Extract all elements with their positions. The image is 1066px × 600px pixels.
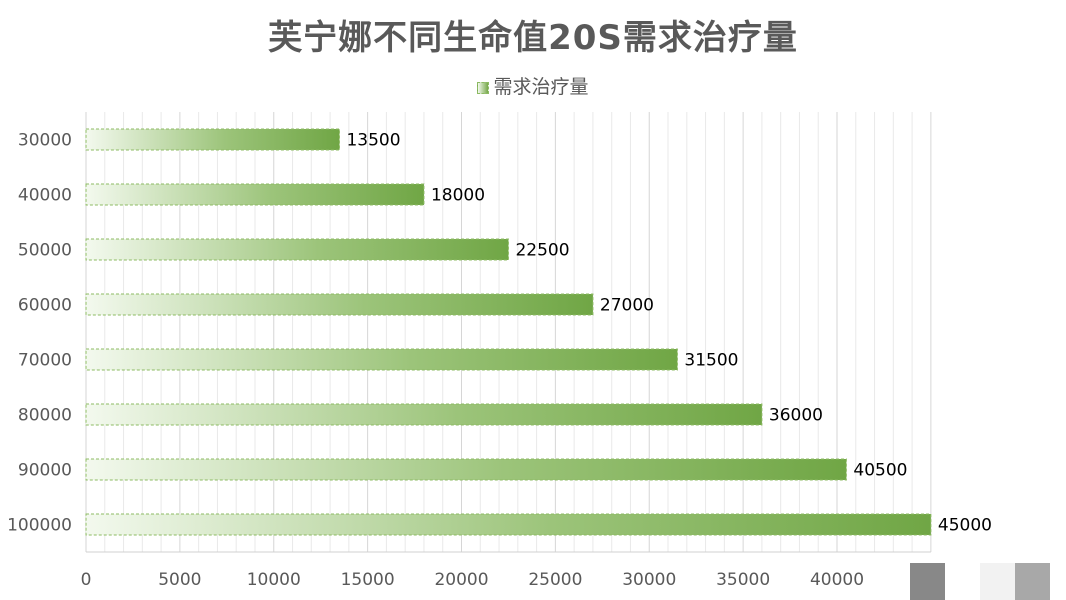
x-tick-label: 25000 [528, 570, 582, 590]
label-layer: 13500 18000 22500 27000 31500 36000 40500 45000 [346, 131, 992, 536]
x-tick-label: 15000 [341, 570, 395, 590]
data-label: 27000 [600, 296, 654, 316]
data-label: 22500 [515, 241, 569, 261]
bar [85, 348, 678, 371]
legend: 需求治疗量 [0, 72, 1066, 99]
bar [85, 458, 847, 481]
x-tick-label: 5000 [158, 570, 201, 590]
category-label: 100000 [7, 516, 72, 536]
x-tick-label: 0 [81, 570, 92, 590]
category-label: 60000 [18, 296, 72, 316]
x-tick-label: 40000 [810, 570, 864, 590]
data-label: 13500 [346, 131, 400, 151]
legend-label: 需求治疗量 [493, 76, 589, 98]
bar [85, 238, 509, 261]
data-label: 40500 [853, 461, 907, 481]
axis-layer: 3000040000500006000070000800009000010000… [7, 131, 931, 590]
bar [85, 403, 763, 426]
data-label: 18000 [431, 186, 485, 206]
category-label: 80000 [18, 406, 72, 426]
legend-swatch [477, 81, 490, 94]
category-label: 50000 [18, 241, 72, 261]
x-tick-label: 20000 [434, 570, 488, 590]
bar [85, 293, 594, 316]
category-label: 30000 [18, 131, 72, 151]
x-tick-label: 10000 [247, 570, 301, 590]
grid-layer [85, 112, 932, 552]
corner-decoration [910, 563, 1066, 600]
data-label: 45000 [938, 516, 992, 536]
chart-title: 芙宁娜不同生命值20S需求治疗量 [268, 18, 798, 58]
data-label: 31500 [684, 351, 738, 371]
category-label: 90000 [18, 461, 72, 481]
bar-layer [85, 128, 932, 536]
bar [85, 183, 425, 206]
category-label: 70000 [18, 351, 72, 371]
x-tick-label: 35000 [716, 570, 770, 590]
data-label: 36000 [769, 406, 823, 426]
bar [85, 513, 932, 536]
x-tick-label: 30000 [622, 570, 676, 590]
bar [85, 128, 340, 151]
category-label: 40000 [18, 186, 72, 206]
